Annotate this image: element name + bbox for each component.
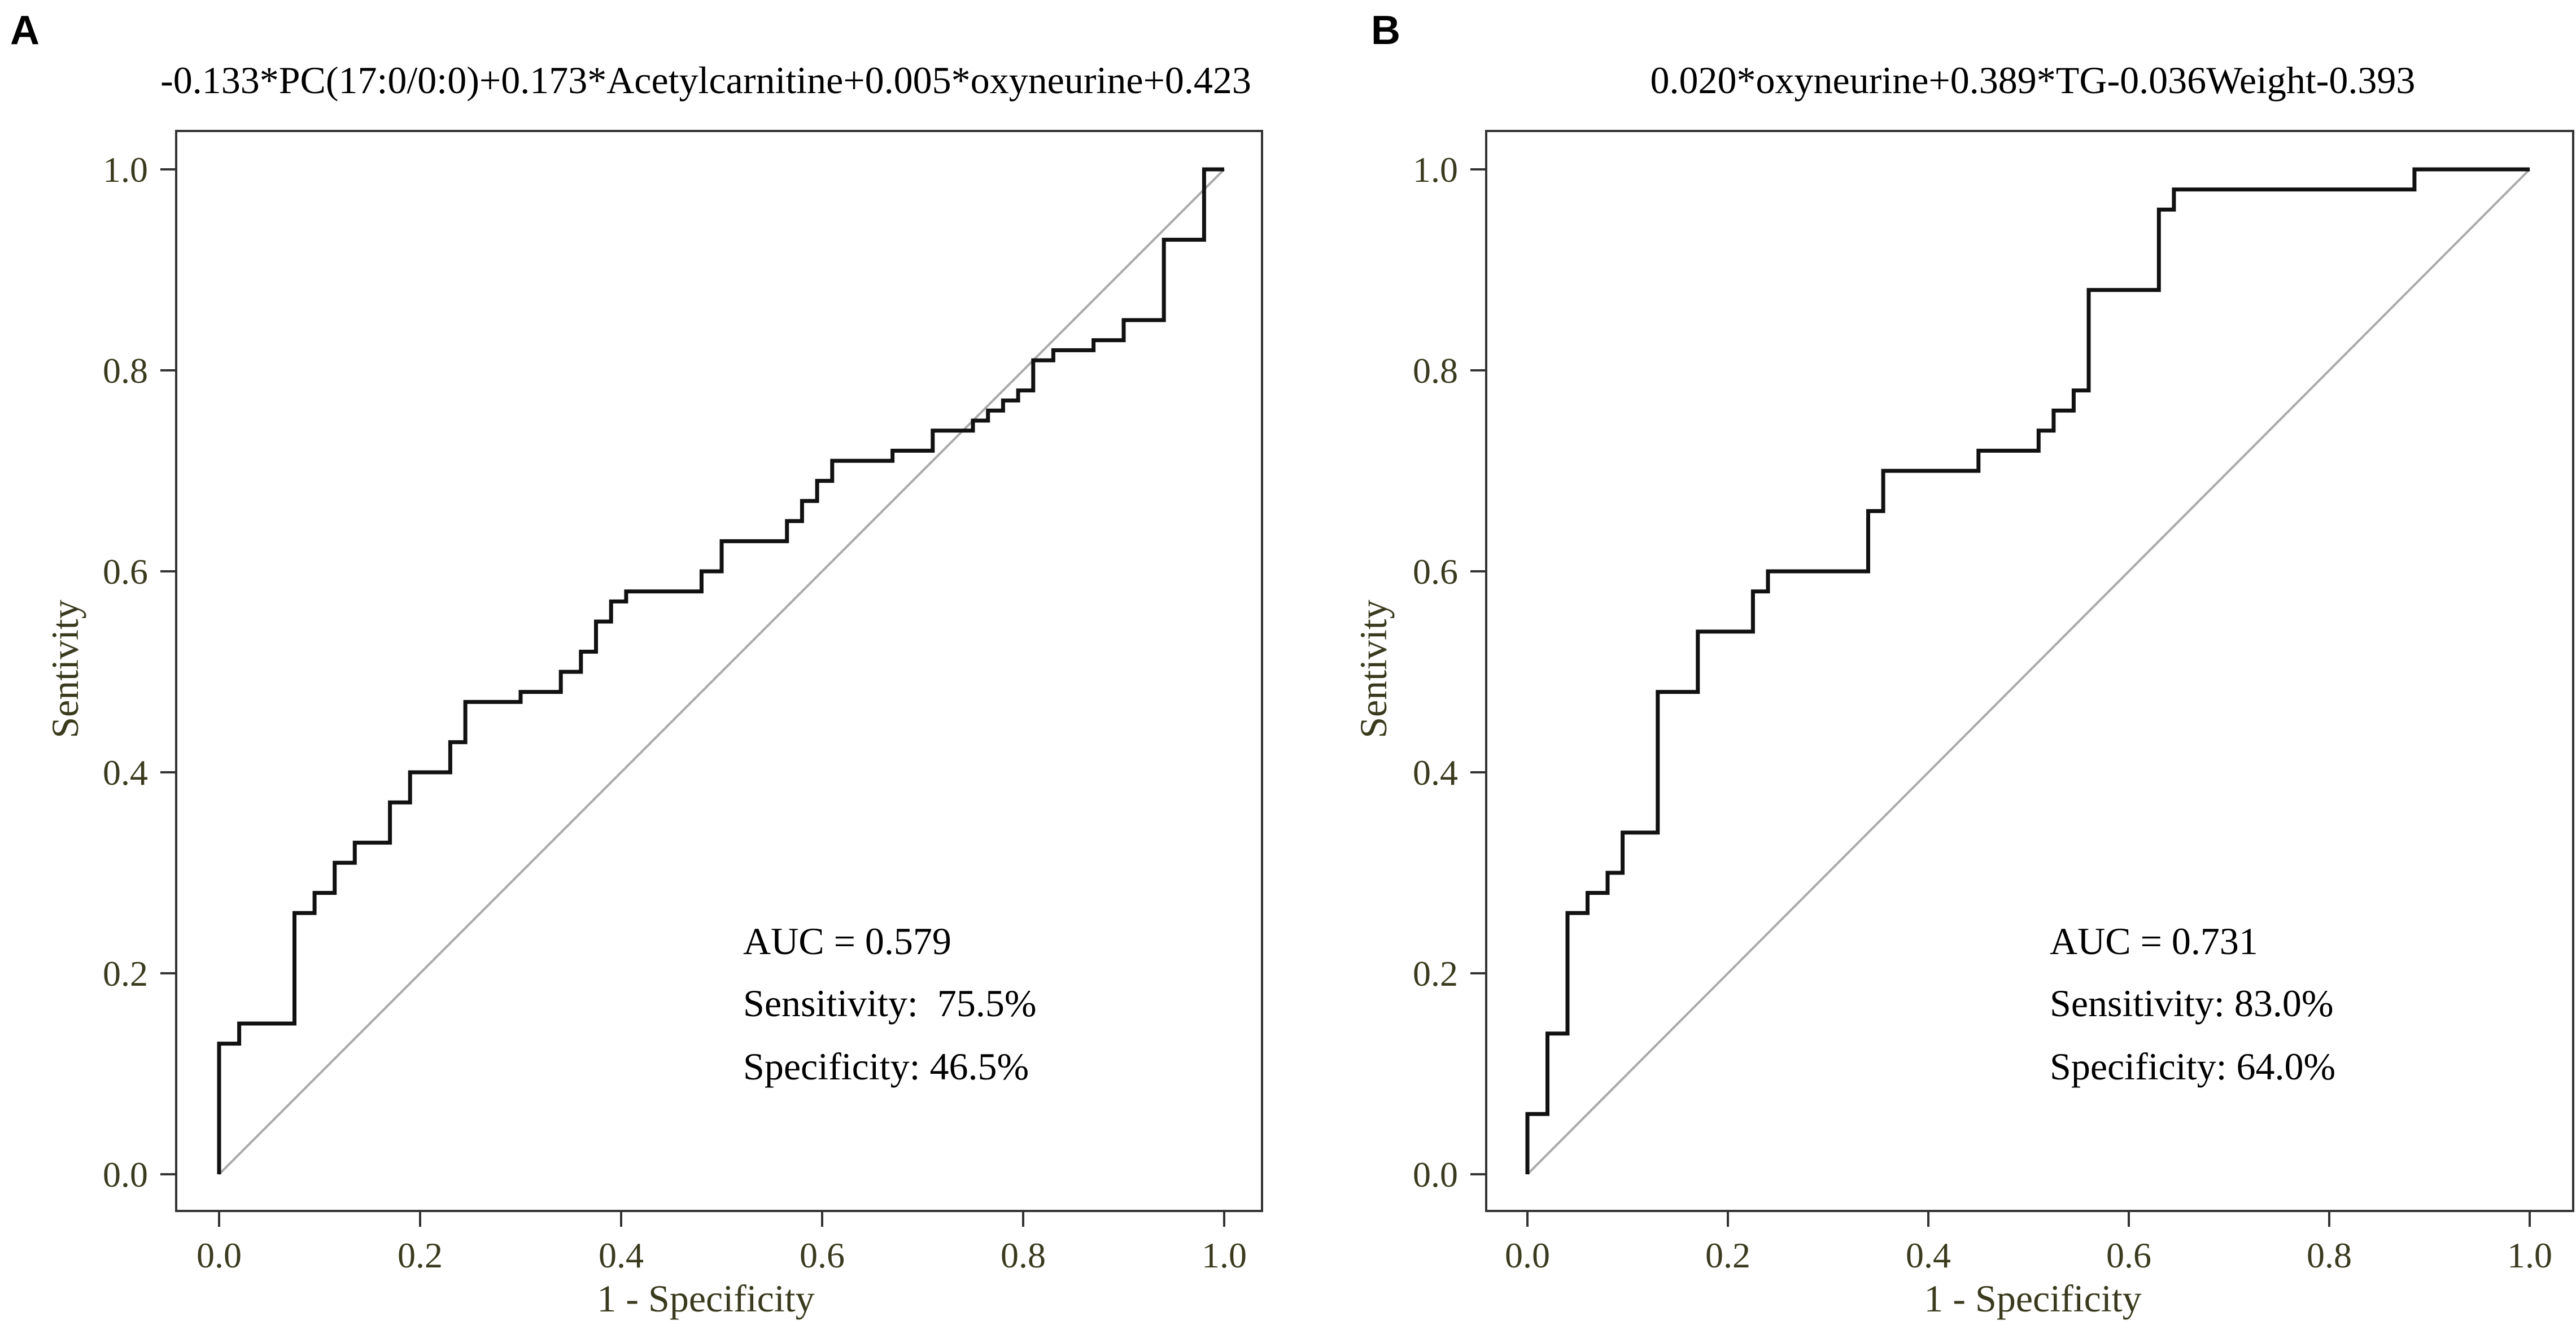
panel-a-reference-line — [218, 168, 1225, 1175]
panel-a-specificity-label: Specificity: 46.5% — [743, 1045, 1029, 1088]
panel-a-x-tick-label: 0.4 — [599, 1235, 644, 1275]
panel-a-x-tick-label: 1.0 — [1202, 1235, 1247, 1275]
panel-b-x-tick-label: 0.4 — [1906, 1235, 1951, 1275]
panel-a-y-tick-label: 0.6 — [103, 552, 148, 592]
panel-a-y-ticks: 0.0 0.2 0.4 0.6 0.8 1.0 — [103, 150, 176, 1195]
panel-b-roc-curve — [1525, 167, 2530, 1174]
panel-b-x-tick-label: 0.2 — [1705, 1235, 1750, 1275]
panel-a-auc-label: AUC = 0.579 — [743, 920, 951, 963]
panel-a: A -0.133*PC(17:0/0:0)+0.173*Acetylcarnit… — [10, 8, 1263, 1320]
panel-a-y-tick-label: 0.8 — [103, 351, 148, 391]
panel-b-x-tick-label: 0.6 — [2106, 1235, 2151, 1275]
panel-b-x-tick-label: 1.0 — [2507, 1235, 2552, 1275]
panel-b-specificity-label: Specificity: 64.0% — [2050, 1045, 2335, 1088]
panel-a-y-tick-label: 0.2 — [103, 954, 148, 994]
panel-b-y-tick-label: 0.4 — [1413, 753, 1458, 793]
panel-b-plot-frame — [1485, 130, 2574, 1212]
panel-b: B 0.020*oxyneurine+0.389*TG-0.036Weight-… — [1352, 8, 2574, 1320]
panel-a-y-tick-label: 1.0 — [103, 150, 148, 190]
panel-a-ylabel: Sentivity — [43, 600, 86, 738]
panel-a-letter: A — [10, 8, 40, 53]
panel-b-reference-line — [1526, 168, 2531, 1175]
panel-b-ylabel: Sentivity — [1352, 600, 1395, 738]
panel-a-plot-frame — [175, 130, 1263, 1212]
panel-a-y-tick-label: 0.0 — [103, 1155, 148, 1195]
panel-a-x-tick-label: 0.6 — [800, 1235, 845, 1275]
panel-b-x-tick-label: 0.8 — [2307, 1235, 2352, 1275]
panel-a-x-ticks: 0.0 0.2 0.4 0.6 0.8 1.0 — [197, 1211, 1247, 1275]
panel-b-auc-label: AUC = 0.731 — [2050, 920, 2258, 963]
panel-b-y-tick-label: 0.0 — [1413, 1155, 1458, 1195]
panel-a-x-tick-label: 0.8 — [1001, 1235, 1046, 1275]
panel-a-sensitivity-label: Sensitivity: 75.5% — [743, 982, 1036, 1025]
panel-b-xlabel: 1 - Specificity — [1924, 1277, 2141, 1320]
panel-b-sensitivity-label: Sensitivity: 83.0% — [2050, 982, 2333, 1025]
panel-b-y-tick-label: 0.2 — [1413, 954, 1458, 994]
panel-b-x-ticks: 0.0 0.2 0.4 0.6 0.8 1.0 — [1505, 1211, 2552, 1275]
panel-a-x-tick-label: 0.2 — [398, 1235, 443, 1275]
panel-b-y-tick-label: 1.0 — [1413, 150, 1458, 190]
panel-a-roc-curve — [217, 167, 1224, 1174]
panel-b-x-tick-label: 0.0 — [1505, 1235, 1550, 1275]
panel-b-y-tick-label: 0.8 — [1413, 351, 1458, 391]
panel-b-letter: B — [1371, 8, 1400, 53]
panel-a-x-tick-label: 0.0 — [197, 1235, 242, 1275]
panel-b-y-tick-label: 0.6 — [1413, 552, 1458, 592]
panel-a-xlabel: 1 - Specificity — [597, 1277, 814, 1320]
panel-b-title: 0.020*oxyneurine+0.389*TG-0.036Weight-0.… — [1651, 59, 2416, 102]
panel-a-y-tick-label: 0.4 — [103, 753, 148, 793]
panel-a-title: -0.133*PC(17:0/0:0)+0.173*Acetylcarnitin… — [160, 59, 1251, 102]
panel-b-y-ticks: 0.0 0.2 0.4 0.6 0.8 1.0 — [1413, 150, 1486, 1195]
